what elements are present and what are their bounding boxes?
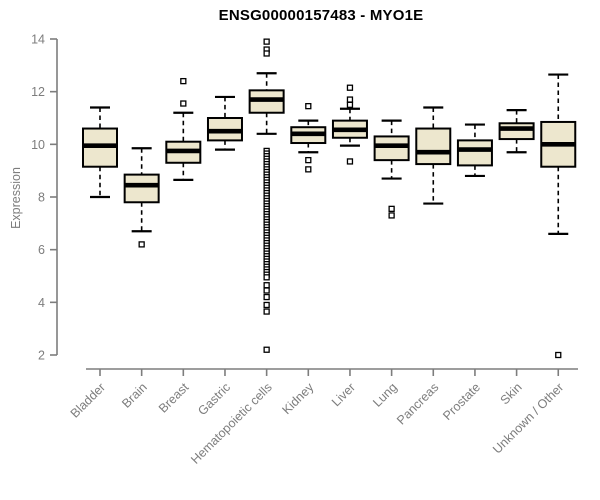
outlier-kidney — [305, 156, 312, 164]
y-tick-label: 12 — [31, 85, 45, 99]
x-tick-label: Skin — [498, 380, 525, 407]
outlier-kidney — [305, 103, 312, 110]
y-tick-label: 8 — [38, 191, 45, 205]
outlier-hematopoietic-cells — [263, 38, 270, 45]
y-tick-label: 10 — [31, 138, 45, 152]
outlier-lung — [388, 205, 395, 213]
outlier-hematopoietic-cells — [263, 282, 270, 289]
outlier-liver — [346, 84, 354, 91]
y-tick-label: 4 — [38, 296, 45, 310]
x-tick-label: Kidney — [279, 380, 316, 417]
outlier-hematopoietic-cells — [263, 287, 270, 294]
x-tick-label: Unknown / Other — [490, 380, 566, 456]
outlier-liver — [346, 96, 354, 103]
outlier-hematopoietic-cells — [263, 50, 270, 57]
outlier-breast — [180, 100, 187, 107]
outlier-liver — [346, 101, 354, 108]
outlier-breast — [180, 77, 187, 85]
x-tick-label: Lung — [370, 380, 400, 410]
x-tick-label: Hematopoietic cells — [188, 380, 275, 467]
box-skin — [498, 122, 535, 141]
x-tick-label: Bladder — [68, 380, 108, 420]
box-prostate — [456, 139, 493, 167]
outlier-hematopoietic-cells — [263, 346, 270, 353]
outlier-brain — [138, 241, 145, 248]
outlier-liver — [346, 158, 354, 165]
y-tick-label: 6 — [38, 243, 45, 257]
x-tick-label: Prostate — [440, 380, 483, 423]
x-tick-label: Liver — [329, 380, 358, 409]
y-tick-label: 14 — [31, 33, 45, 47]
outlier-kidney — [305, 166, 312, 173]
outlier-hematopoietic-cells — [263, 308, 270, 315]
box-brain — [123, 173, 160, 204]
y-tick-label: 2 — [38, 349, 45, 363]
x-tick-label: Pancreas — [394, 380, 441, 427]
outlier-hematopoietic-cells — [263, 301, 270, 309]
x-tick-label: Brain — [119, 380, 150, 411]
outlier-hematopoietic-cells — [263, 274, 270, 281]
outlier-lung — [388, 212, 395, 219]
box-lung — [373, 135, 410, 162]
x-tick-label: Gastric — [195, 380, 233, 418]
box-pancreas — [415, 127, 452, 166]
outlier-unknown-other — [555, 351, 562, 359]
outlier-hematopoietic-cells — [263, 293, 270, 301]
x-tick-label: Breast — [156, 380, 192, 416]
chart-title: ENSG00000157483 - MYO1E — [218, 7, 424, 24]
